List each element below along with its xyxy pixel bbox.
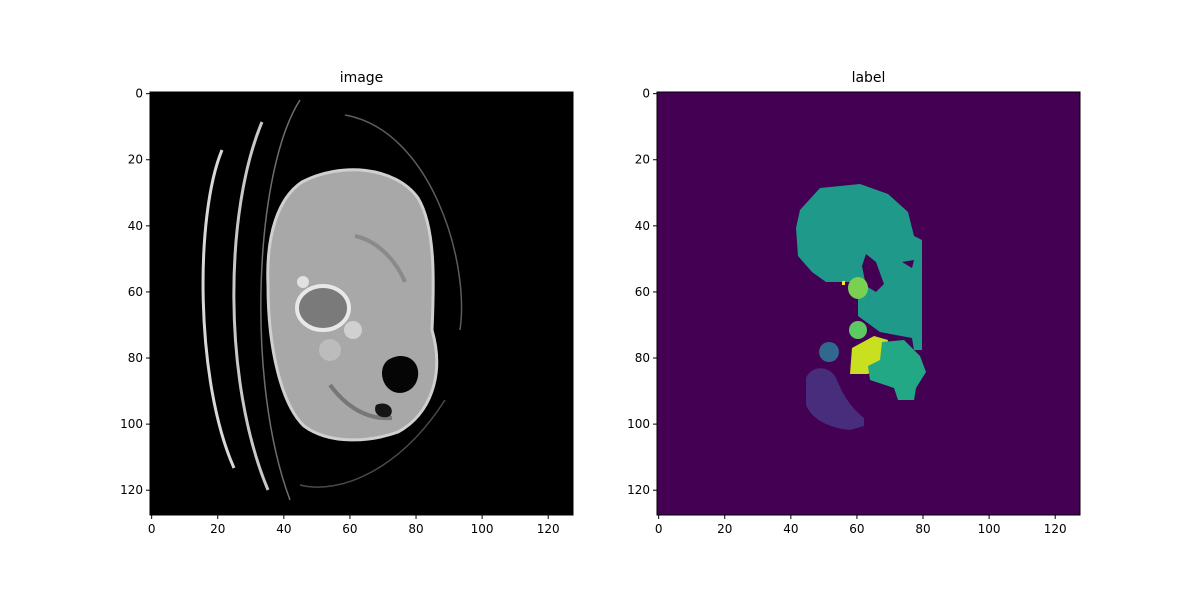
x-tick-label: 120 [537, 522, 560, 536]
segmentation-label-map [657, 92, 1080, 515]
x-tick-label: 0 [655, 522, 663, 536]
y-tick-label: 20 [635, 153, 650, 167]
x-tick-label: 40 [276, 522, 291, 536]
image-axis-ticks: 0 20 40 60 80 100 120 0 20 40 60 80 100 120 [120, 87, 560, 536]
y-tick-label: 40 [635, 219, 650, 233]
y-tick-label: 100 [120, 417, 143, 431]
y-tick-label: 60 [128, 285, 143, 299]
x-tick-label: 20 [717, 522, 732, 536]
x-tick-label: 100 [471, 522, 494, 536]
x-tick-label: 80 [408, 522, 423, 536]
x-tick-label: 20 [210, 522, 225, 536]
y-tick-label: 120 [120, 483, 143, 497]
image-axes-frame [149, 91, 574, 516]
image-panel: image 0 20 40 60 80 100 120 0 20 40 60 80 100 120 [120, 70, 574, 536]
x-tick-label: 40 [783, 522, 798, 536]
y-tick-label: 0 [135, 87, 143, 101]
x-tick-label: 60 [342, 522, 357, 536]
y-tick-label: 0 [642, 87, 650, 101]
y-tick-label: 40 [128, 219, 143, 233]
y-tick-label: 20 [128, 153, 143, 167]
x-tick-label: 100 [978, 522, 1001, 536]
x-tick-label: 80 [915, 522, 930, 536]
x-tick-label: 120 [1044, 522, 1067, 536]
y-tick-label: 80 [128, 351, 143, 365]
y-tick-label: 80 [635, 351, 650, 365]
ct-slice-image [150, 92, 573, 515]
label-panel-title: label [852, 70, 886, 86]
image-panel-title: image [340, 70, 384, 86]
x-tick-label: 0 [148, 522, 156, 536]
label-axis-ticks: 0 20 40 60 80 100 120 0 20 40 60 80 100 120 [627, 87, 1067, 536]
x-tick-label: 60 [849, 522, 864, 536]
label-panel: label 0 20 40 60 80 100 120 0 20 40 60 80 100 120 [627, 70, 1081, 536]
y-tick-label: 60 [635, 285, 650, 299]
label-axes-frame [656, 91, 1081, 516]
y-tick-label: 120 [627, 483, 650, 497]
y-tick-label: 100 [627, 417, 650, 431]
